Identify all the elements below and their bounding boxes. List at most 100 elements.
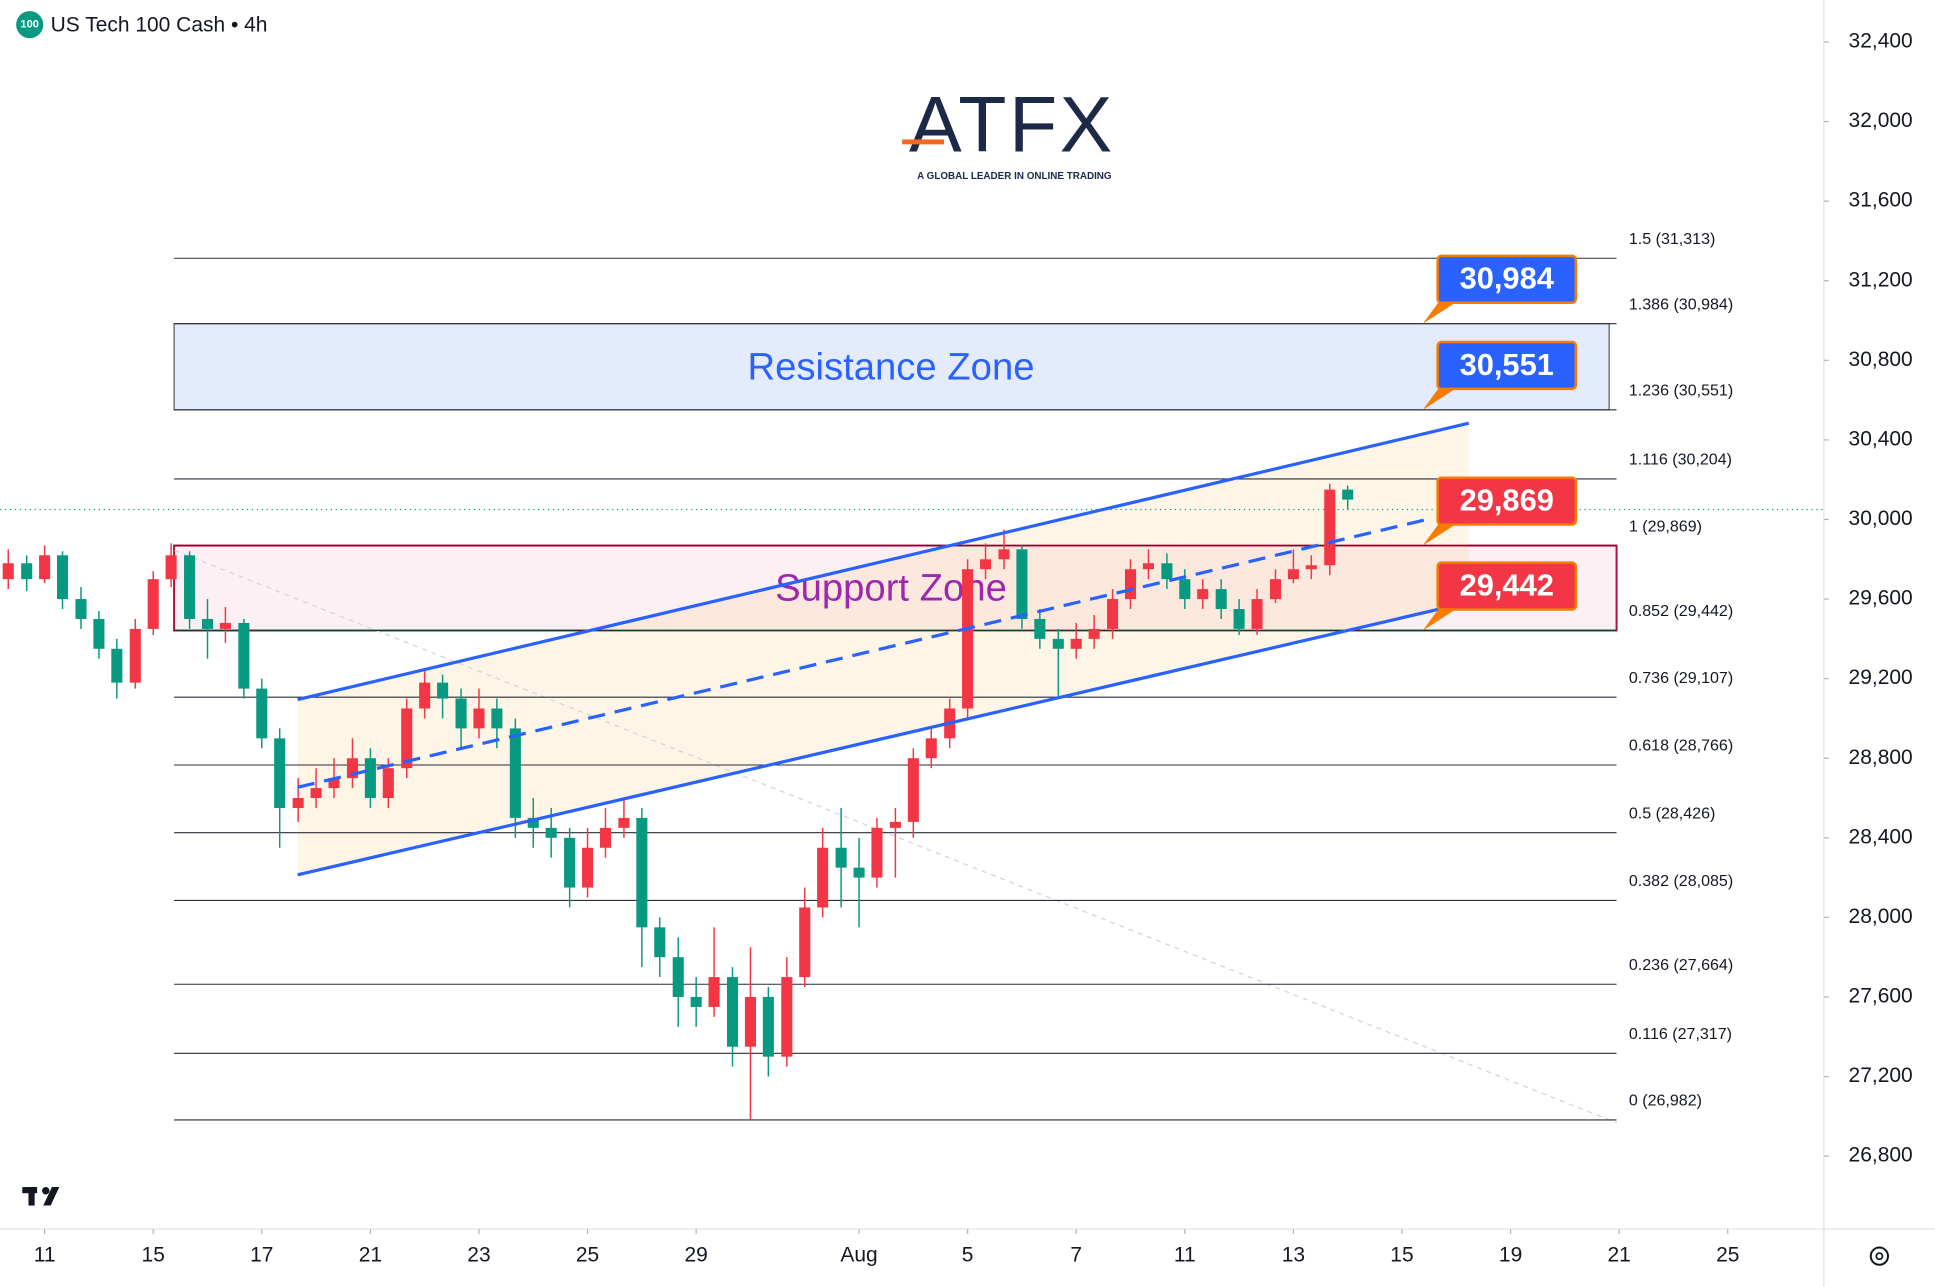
candle-body (907, 758, 919, 822)
y-tick-label: 30,400 (1849, 427, 1913, 450)
candle-body (582, 847, 594, 888)
candle-body (473, 708, 485, 729)
candle-body (1107, 599, 1119, 629)
candle-body (184, 555, 196, 619)
candle-body (599, 827, 612, 848)
candle-body (817, 847, 829, 908)
symbol-icon (16, 11, 44, 39)
callout-badge (1436, 340, 1578, 391)
candle-body (437, 682, 449, 699)
candle-body (1233, 609, 1245, 629)
candle-body (1161, 563, 1173, 580)
candle-body (1305, 565, 1317, 570)
candle-body (328, 778, 340, 789)
candle-body (455, 698, 467, 729)
candle-body (292, 798, 304, 808)
candle-body (147, 579, 159, 629)
fib-label: 0.618 (28,766) (1629, 737, 1733, 755)
settings-icon[interactable] (1869, 1246, 1890, 1266)
candle-body (346, 758, 359, 779)
candle-body (762, 996, 774, 1057)
y-tick-label: 28,000 (1849, 905, 1913, 928)
x-tick-label: 19 (1499, 1244, 1522, 1267)
candle-body (1034, 618, 1046, 639)
candle-body (618, 817, 630, 828)
candle-body (1342, 489, 1354, 500)
y-tick-label: 31,600 (1849, 189, 1913, 212)
x-tick-label: 25 (576, 1244, 599, 1267)
candle-body (980, 559, 992, 570)
callout-badge (1436, 476, 1578, 526)
plot-area: 1.5 (31,313) 1.386 (30,984) 1.236 (30,551)… (0, 230, 1824, 1120)
y-tick-label: 27,600 (1849, 985, 1913, 1008)
x-tick-label: 29 (684, 1244, 707, 1267)
candle-body (962, 569, 974, 709)
candle-body (1016, 549, 1028, 619)
candle-body (382, 768, 394, 799)
candle-body (274, 738, 286, 808)
x-tick-label: 5 (962, 1244, 974, 1267)
x-tick-label: 23 (467, 1244, 490, 1267)
candle-body (491, 708, 503, 729)
candle-body (509, 728, 521, 818)
y-tick-label: 26,800 (1849, 1144, 1913, 1167)
candle-body (690, 996, 702, 1007)
candle-body (726, 977, 739, 1047)
candle-body (419, 682, 431, 709)
candle-body (853, 867, 865, 878)
callout-label: 29,869 (1460, 482, 1554, 517)
x-tick-label: 21 (359, 1244, 382, 1267)
x-tick-label: 21 (1607, 1244, 1630, 1267)
candle-body (111, 648, 123, 683)
x-tick-label: Aug (840, 1244, 877, 1267)
candle-body (256, 688, 268, 739)
symbol-title[interactable]: US Tech 100 Cash • 4h (51, 13, 268, 36)
candle-body (1251, 599, 1263, 629)
fib-label: 1.116 (30,204) (1629, 451, 1732, 469)
candle-body (1088, 628, 1100, 639)
y-tick-label: 30,000 (1849, 507, 1913, 530)
candle-body (401, 708, 413, 769)
x-tick-label: 17 (250, 1244, 273, 1267)
y-tick-label: 28,800 (1849, 746, 1913, 769)
symbol-icon-text: 100 (20, 19, 39, 31)
candle-body (310, 788, 322, 799)
candle-body (527, 817, 539, 828)
candle-body (238, 622, 250, 689)
callout-label: 30,984 (1460, 261, 1554, 296)
fib-label: 0.382 (28,085) (1629, 872, 1733, 890)
fib-label: 1 (29,869) (1629, 517, 1702, 535)
candle-body (21, 563, 33, 580)
y-tick-label: 27,200 (1849, 1064, 1913, 1087)
candle-body (636, 817, 648, 928)
candle-body (1269, 579, 1282, 600)
zone (173, 323, 1610, 411)
y-tick-label: 29,200 (1849, 666, 1913, 689)
fib-label: 0 (26,982) (1629, 1092, 1702, 1110)
candle-body (545, 827, 557, 838)
candle-body (925, 738, 937, 759)
x-tick-label: 15 (142, 1244, 165, 1267)
callout-badge (1436, 561, 1578, 611)
fib-label: 0.852 (29,442) (1629, 602, 1733, 620)
logo-tagline: A GLOBAL LEADER IN ONLINE TRADING (917, 171, 1112, 182)
candle-body (165, 555, 177, 580)
fib-label: 0.736 (29,107) (1629, 669, 1733, 687)
x-tick-label: 11 (1174, 1244, 1196, 1267)
channel-upper (297, 421, 1470, 702)
logo-accent (902, 139, 945, 145)
x-tick-label: 7 (1070, 1244, 1082, 1267)
candle-body (364, 758, 376, 799)
logo: ATFX (909, 81, 1115, 169)
x-tick-label: 11 (34, 1244, 56, 1267)
candle-body (219, 622, 231, 629)
candle-body (672, 957, 684, 997)
candle-body (56, 555, 69, 600)
fib-label: 1.5 (31,313) (1629, 230, 1715, 248)
callout-label: 30,551 (1460, 347, 1554, 382)
candle-body (1070, 638, 1082, 649)
candle-body (871, 827, 883, 878)
channel-mid (297, 516, 1433, 789)
